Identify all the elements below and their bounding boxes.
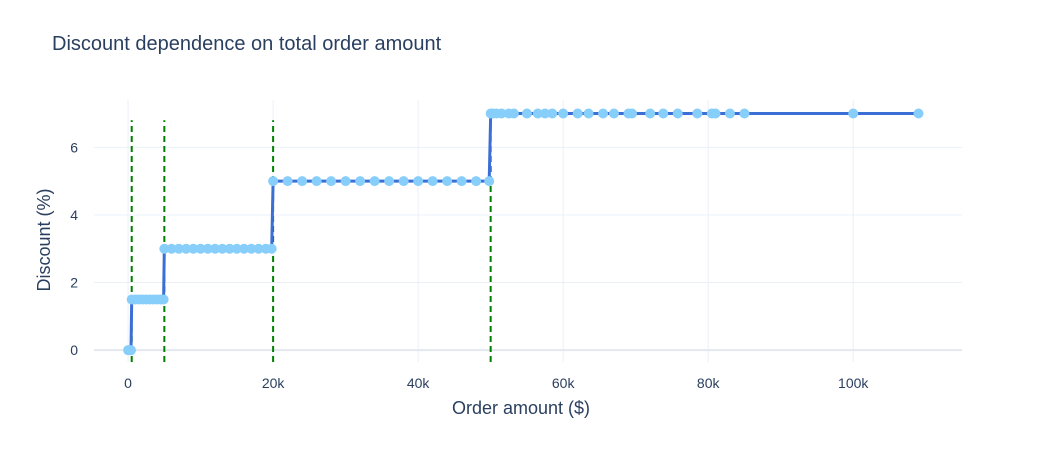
y-tick-label: 0	[70, 342, 78, 358]
series	[123, 108, 924, 356]
data-point	[159, 243, 170, 254]
y-tick-label: 4	[70, 207, 78, 223]
data-point	[710, 108, 721, 119]
y-tick-label: 6	[70, 139, 78, 155]
data-point	[355, 176, 366, 187]
x-axis-title: Order amount ($)	[452, 398, 590, 418]
data-point	[658, 108, 669, 119]
data-point	[297, 176, 308, 187]
series-line	[128, 112, 919, 352]
data-point	[125, 345, 136, 356]
data-point	[532, 108, 543, 119]
data-point	[231, 243, 242, 254]
data-point	[508, 108, 519, 119]
data-point	[311, 176, 322, 187]
y-axis-ticks: 0 2 4 6	[70, 139, 78, 358]
data-point	[266, 243, 277, 254]
data-point	[645, 108, 656, 119]
data-point	[224, 243, 235, 254]
data-point	[572, 108, 583, 119]
x-tick-label: 20k	[262, 375, 286, 391]
data-point	[268, 176, 279, 187]
data-point	[540, 108, 551, 119]
x-tick-label: 0	[124, 375, 132, 391]
data-point	[181, 243, 192, 254]
data-point	[913, 108, 924, 119]
data-point	[739, 108, 750, 119]
data-point	[369, 176, 380, 187]
data-point	[521, 108, 532, 119]
data-point	[253, 243, 264, 254]
threshold-lines	[130, 120, 492, 362]
data-point	[471, 176, 482, 187]
y-tick-label: 2	[70, 275, 78, 291]
x-tick-label: 60k	[552, 375, 576, 391]
x-tick-label: 100k	[838, 375, 869, 391]
data-point	[195, 243, 206, 254]
data-point	[217, 243, 228, 254]
data-point	[484, 176, 495, 187]
data-point	[496, 108, 507, 119]
data-point	[456, 176, 467, 187]
data-point	[672, 108, 683, 119]
data-point	[202, 243, 213, 254]
data-point	[627, 108, 638, 119]
chart-title: Discount dependence on total order amoun…	[52, 33, 442, 55]
data-point	[427, 176, 438, 187]
data-point	[848, 108, 859, 119]
data-point	[547, 108, 558, 119]
data-point	[188, 243, 199, 254]
data-point	[239, 243, 250, 254]
data-point	[558, 108, 569, 119]
data-point	[413, 176, 424, 187]
data-point	[398, 176, 409, 187]
data-point	[608, 108, 619, 119]
y-axis-title: Discount (%)	[34, 188, 54, 291]
data-point	[210, 243, 221, 254]
data-point	[246, 243, 257, 254]
data-point	[158, 294, 169, 305]
data-point	[282, 176, 293, 187]
x-axis-ticks: 0 20k 40k 60k 80k 100k	[124, 375, 869, 391]
x-tick-label: 40k	[407, 375, 431, 391]
data-point	[724, 108, 735, 119]
data-point	[166, 243, 177, 254]
data-point	[173, 243, 184, 254]
data-point	[583, 108, 594, 119]
data-point	[340, 176, 351, 187]
data-point	[442, 176, 453, 187]
data-point	[384, 176, 395, 187]
data-point	[692, 108, 703, 119]
data-point	[598, 108, 609, 119]
x-tick-label: 80k	[697, 375, 721, 391]
grid	[94, 100, 962, 362]
data-point	[326, 176, 337, 187]
